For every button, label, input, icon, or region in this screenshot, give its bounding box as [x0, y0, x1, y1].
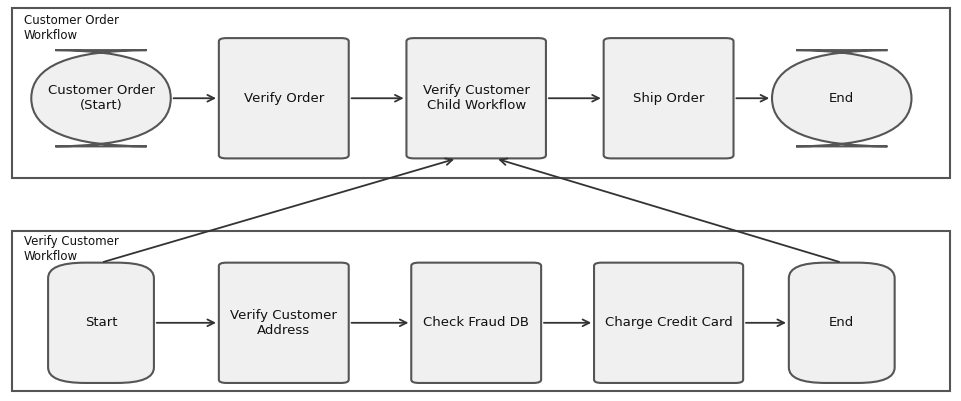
Text: Charge Credit Card: Charge Credit Card	[604, 316, 731, 329]
FancyBboxPatch shape	[410, 263, 540, 383]
Bar	[12, 231, 949, 391]
FancyBboxPatch shape	[406, 38, 546, 158]
FancyBboxPatch shape	[31, 50, 170, 146]
Text: Ship Order: Ship Order	[632, 92, 703, 105]
Text: Verify Order: Verify Order	[243, 92, 324, 105]
Text: Verify Customer
Workflow: Verify Customer Workflow	[24, 235, 119, 263]
FancyBboxPatch shape	[48, 263, 154, 383]
FancyBboxPatch shape	[593, 263, 742, 383]
Text: End: End	[828, 316, 853, 329]
FancyBboxPatch shape	[218, 38, 348, 158]
FancyBboxPatch shape	[788, 263, 894, 383]
Text: Verify Customer
Child Workflow: Verify Customer Child Workflow	[422, 84, 530, 112]
Bar	[12, 8, 949, 178]
FancyBboxPatch shape	[771, 50, 910, 146]
FancyBboxPatch shape	[218, 263, 348, 383]
Text: Check Fraud DB: Check Fraud DB	[423, 316, 529, 329]
Text: Customer Order
(Start): Customer Order (Start)	[47, 84, 155, 112]
Text: Customer Order
Workflow: Customer Order Workflow	[24, 14, 119, 42]
FancyBboxPatch shape	[603, 38, 732, 158]
Text: Start: Start	[85, 316, 117, 329]
Text: End: End	[828, 92, 853, 105]
Text: Verify Customer
Address: Verify Customer Address	[230, 309, 337, 337]
